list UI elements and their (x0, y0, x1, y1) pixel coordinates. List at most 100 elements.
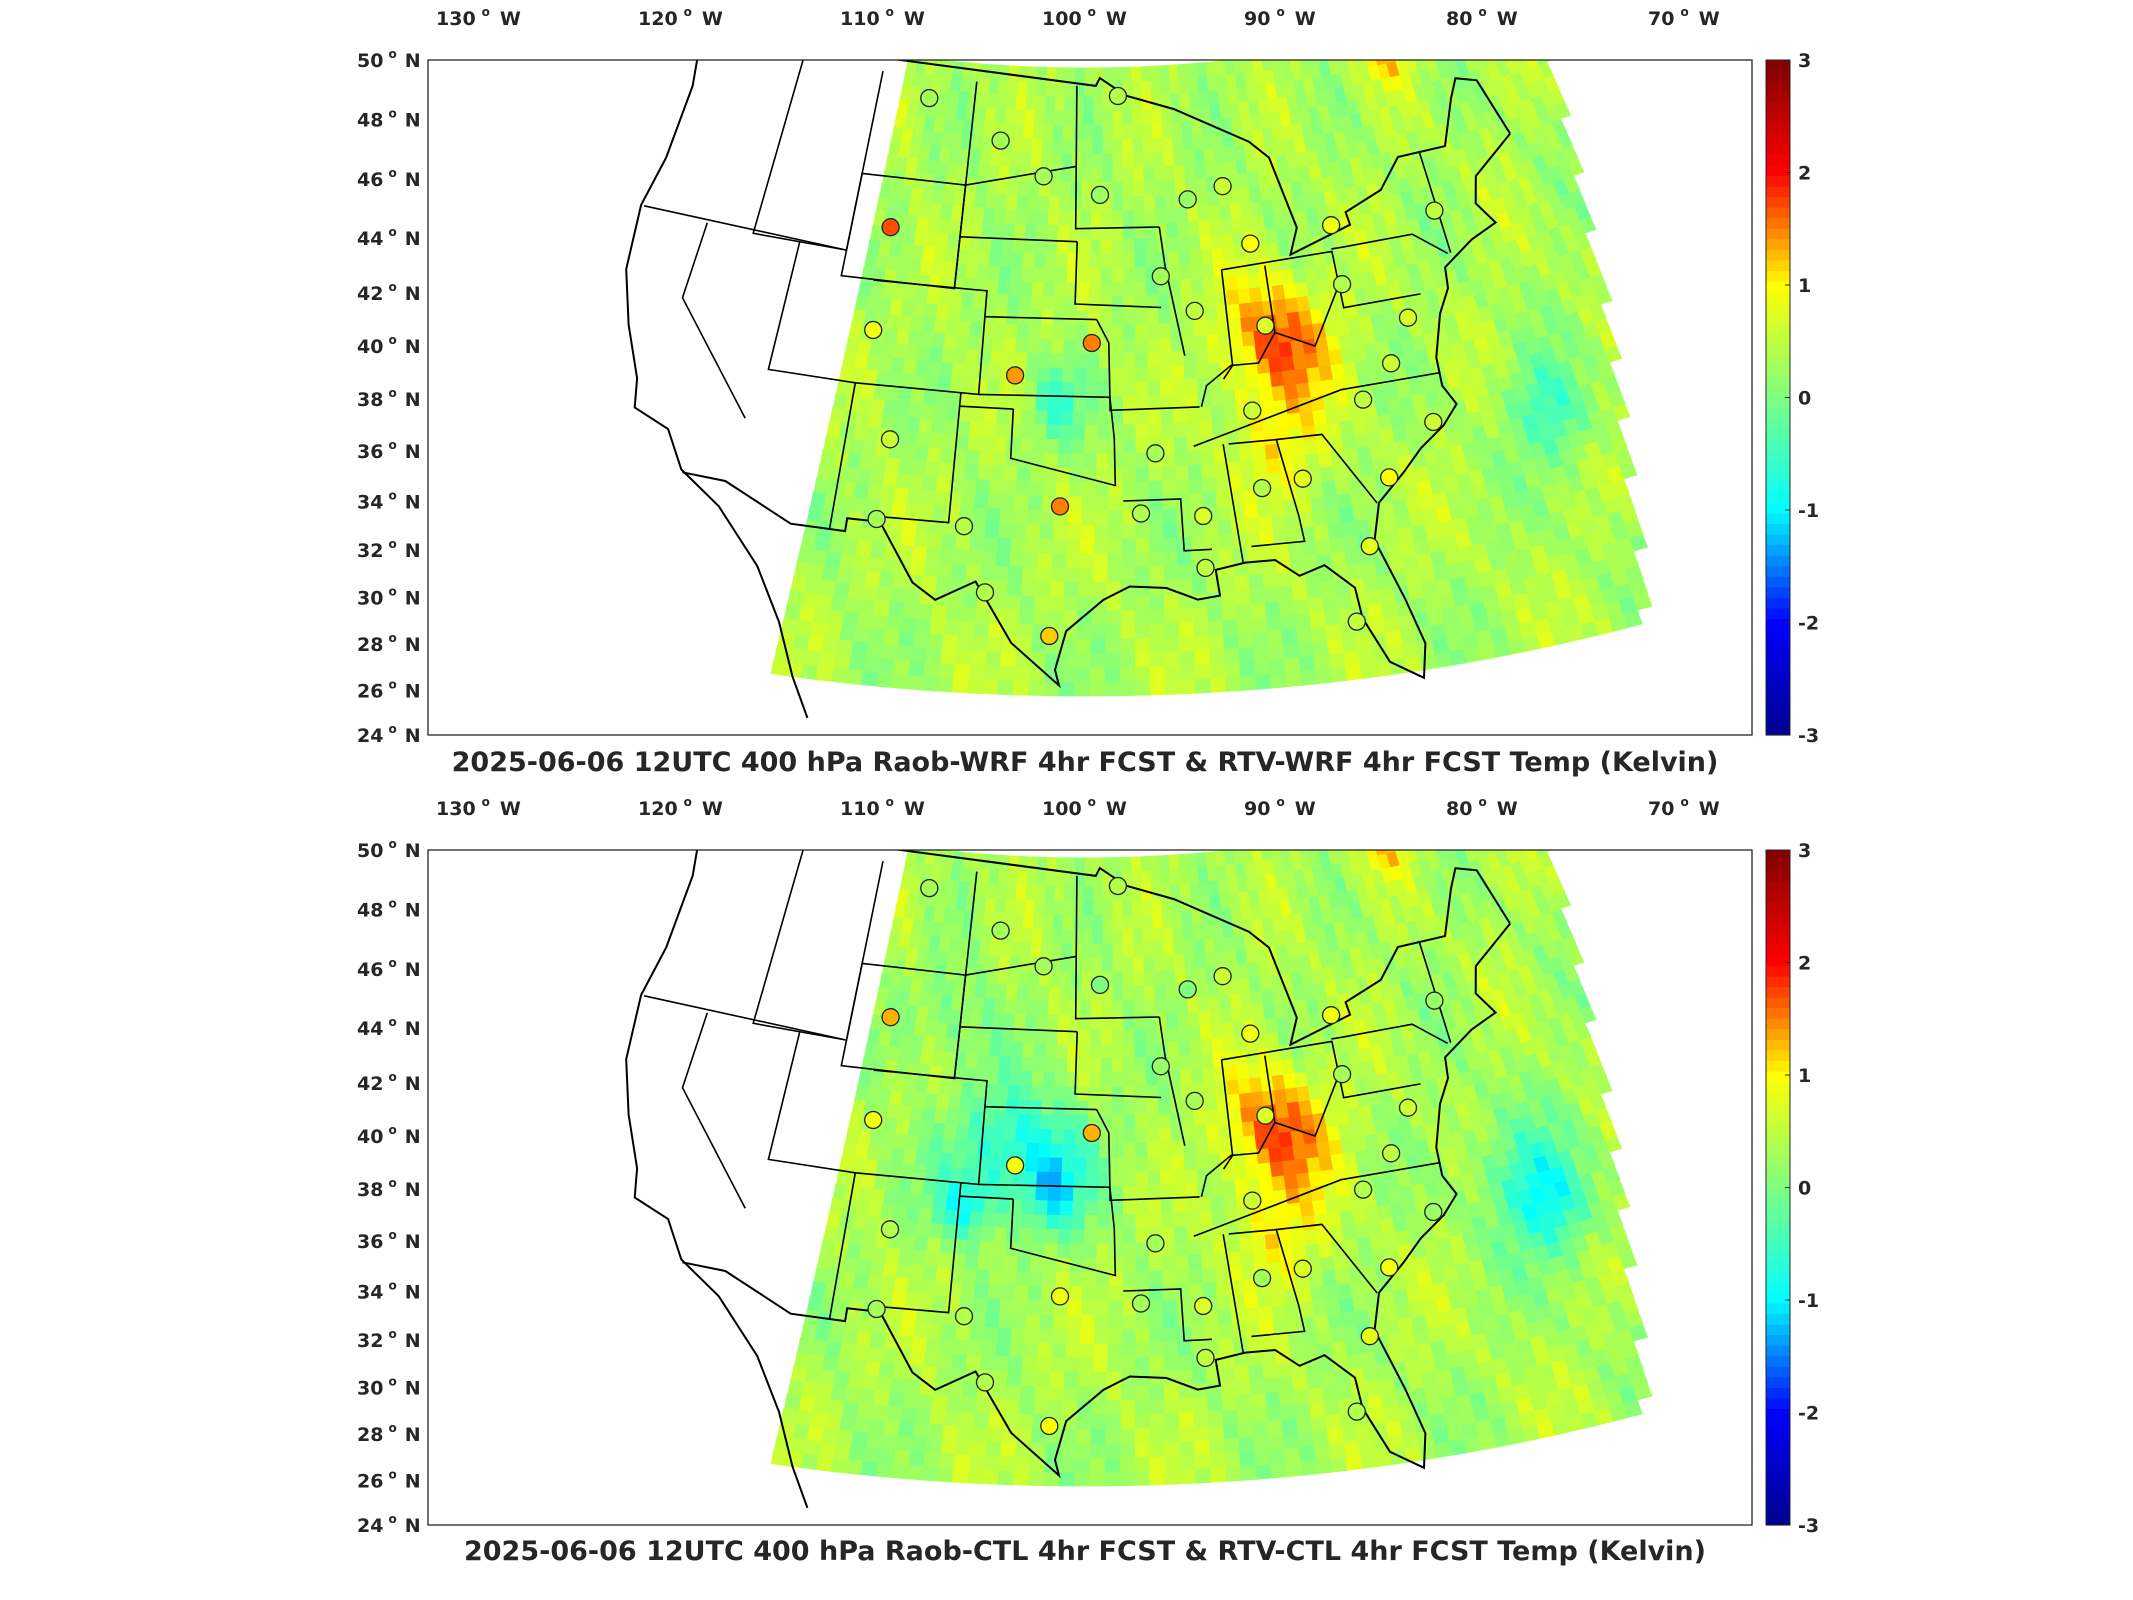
state-boundary (1193, 371, 1441, 448)
raob-station-marker (1241, 234, 1260, 253)
raob-stations (864, 86, 1444, 646)
raob-station-marker (1146, 1234, 1165, 1253)
state-boundary (978, 319, 1111, 399)
state-boundary (767, 1032, 857, 1320)
lat-tick-label: 24 o N (357, 1512, 421, 1537)
state-boundary (1331, 233, 1448, 255)
lat-tick-label: 50 o N (357, 837, 421, 862)
lon-tick-label: 90 o W (1244, 5, 1316, 30)
map-panel-1: 130 o W 120 o W 110 o W 100 o W 90 o W 80 o W 70 o W 50 o N 48 o N… (357, 5, 1819, 778)
raob-station-marker (1321, 216, 1341, 235)
state-boundary (1123, 1288, 1212, 1342)
state-boundary (1109, 397, 1200, 412)
lat-tick-label: 40 o N (357, 1123, 421, 1148)
colorbar-tick-label: -2 (1798, 613, 1819, 635)
raob-station-marker (1252, 1268, 1272, 1288)
panel-title: 2025-06-06 12UTC 400 hPa Raob-WRF 4hr FC… (452, 747, 1719, 778)
raob-station-marker (1256, 1106, 1275, 1125)
lat-tick-label: 34 o N (357, 1278, 421, 1303)
state-boundary (1074, 241, 1162, 309)
raob-station-marker (1090, 185, 1110, 205)
lon-tick-label: 110 o W (840, 795, 925, 820)
lon-tick-label: 100 o W (1042, 795, 1127, 820)
state-boundary (752, 60, 884, 252)
raob-station-marker (1398, 1098, 1418, 1117)
state-boundary (1009, 397, 1117, 487)
lat-tick-label: 50 o N (357, 47, 421, 72)
state-boundary (984, 1105, 1097, 1111)
raob-station-marker (1131, 504, 1151, 523)
state-boundary (767, 242, 857, 530)
panel-title: 2025-06-06 12UTC 400 hPa Raob-CTL 4hr FC… (464, 1536, 1706, 1567)
lon-tick-label: 100 o W (1042, 5, 1127, 30)
raob-station-marker (880, 1220, 900, 1239)
state-boundary (1009, 1187, 1117, 1277)
state-boundary (1200, 284, 1340, 407)
raob-station-marker (1178, 190, 1197, 209)
lon-tick-label: 80 o W (1446, 5, 1518, 30)
lat-tick-label: 32 o N (357, 537, 421, 562)
raob-station-marker (1213, 967, 1232, 986)
state-boundary (959, 1026, 1078, 1033)
raob-station-marker (975, 583, 995, 602)
raob-station-marker (1185, 1091, 1204, 1111)
lon-tick-label: 70 o W (1648, 795, 1720, 820)
raob-station-marker (1146, 444, 1165, 463)
colorbar-tick-label: -3 (1798, 725, 1819, 747)
state-boundary (643, 995, 847, 1041)
raob-station-marker (1005, 1156, 1025, 1175)
state-boundary (965, 165, 1077, 186)
colorbar: 3 2 1 0 -1 -2 -3 (1765, 50, 1819, 747)
east-gulf-coastline (682, 922, 1511, 1479)
raob-station-marker (1256, 316, 1275, 335)
lat-tick-label: 26 o N (357, 1467, 421, 1492)
raob-station-marker (954, 1307, 974, 1326)
state-boundary (1158, 226, 1186, 356)
raob-station-marker (1332, 1065, 1352, 1084)
state-boundary (1074, 875, 1160, 1020)
raob-station-marker (1108, 876, 1128, 896)
colorbar-tick-label: -2 (1798, 1403, 1819, 1425)
colorbar-tick-label: 0 (1798, 388, 1811, 410)
state-boundary (1220, 269, 1234, 380)
state-boundary (1109, 1187, 1200, 1202)
state-boundary (1276, 1223, 1378, 1294)
state-boundary (752, 850, 884, 1042)
raob-station-marker (991, 921, 1010, 940)
colorbar-tick-label: -3 (1798, 1515, 1819, 1537)
raob-station-marker (1380, 1258, 1399, 1277)
raob-station-marker (1353, 1180, 1373, 1199)
raob-station-marker (867, 509, 886, 529)
raob-station-marker (1332, 275, 1352, 294)
lon-tick-label: 120 o W (638, 795, 723, 820)
colorbar-tick-label: -1 (1798, 500, 1819, 522)
raob-station-marker (1185, 301, 1204, 321)
raob-station-marker (1398, 308, 1418, 327)
lat-tick-label: 38 o N (357, 1176, 421, 1201)
raob-station-marker (1347, 1402, 1366, 1421)
lat-tick-label: 42 o N (357, 280, 421, 305)
temperature-field (770, 850, 1653, 1487)
state-boundary (959, 405, 1014, 410)
lat-tick-label: 44 o N (357, 1015, 421, 1040)
lat-tick-label: 24 o N (357, 722, 421, 747)
state-boundary (855, 1069, 988, 1186)
raob-station-marker (1213, 177, 1232, 196)
lon-tick-label: 130 o W (436, 5, 521, 30)
state-boundary (1193, 1161, 1441, 1238)
raob-station-marker (1347, 612, 1366, 631)
boundary-lines (625, 60, 1511, 719)
raob-station-marker (1151, 267, 1170, 286)
colorbar: 3 2 1 0 -1 -2 -3 (1765, 840, 1819, 1537)
raob-station-marker (864, 320, 883, 340)
state-boundary (1276, 433, 1378, 504)
state-boundary (681, 1012, 746, 1209)
raob-station-marker (1293, 1259, 1312, 1278)
lon-tick-label: 80 o W (1446, 795, 1518, 820)
state-boundary (1228, 1228, 1306, 1338)
state-boundary (1228, 438, 1306, 548)
state-boundary (965, 955, 1077, 976)
raob-station-marker (920, 878, 939, 898)
raob-station-marker (1050, 1287, 1070, 1306)
raob-station-marker (1243, 1191, 1262, 1210)
